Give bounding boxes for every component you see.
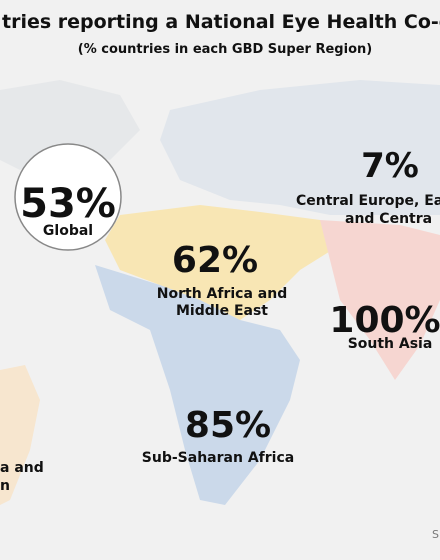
- north-america-shape: [0, 80, 140, 170]
- region-label: South Asia: [348, 336, 433, 352]
- source: S: [432, 528, 439, 541]
- region-label: Middle East: [176, 303, 268, 319]
- region-value: 7%: [361, 146, 419, 186]
- region-label: Sub-Saharan Africa: [142, 450, 294, 466]
- region-value: 62%: [172, 240, 258, 281]
- title: tries reporting a National Eye Health Co…: [2, 11, 440, 33]
- region-value: 85%: [185, 405, 271, 446]
- region-value: 100%: [329, 300, 440, 341]
- region-label: Global: [43, 223, 93, 239]
- sub-saharan-africa-shape: [95, 265, 300, 505]
- region-label: Central Europe, Eas: [296, 193, 440, 209]
- subtitle: (% countries in each GBD Super Region): [78, 42, 372, 57]
- latin-america-shape: [0, 365, 40, 505]
- region-label: North Africa and: [157, 286, 287, 302]
- region-value: 53%: [20, 181, 116, 227]
- north-africa-shape: [105, 205, 340, 320]
- region-label: n: [0, 478, 10, 494]
- south-asia-shape: [320, 220, 440, 380]
- region-label: and Centra: [345, 211, 432, 227]
- region-label: a and: [0, 460, 44, 476]
- global-circle: [14, 143, 122, 251]
- europe-asia-shape: [160, 80, 440, 215]
